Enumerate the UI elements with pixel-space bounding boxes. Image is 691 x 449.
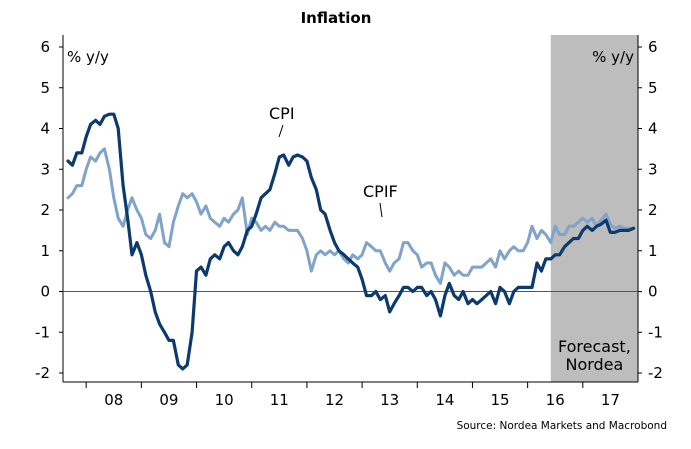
x-tick-label: 15 — [490, 391, 509, 409]
y-tick-label-right: 4 — [648, 120, 658, 138]
annotation-cpif: CPIF — [363, 182, 398, 201]
x-tick-label: 10 — [215, 391, 234, 409]
y-tick-label-left: 0 — [40, 283, 50, 301]
y-tick-label-left: -1 — [35, 323, 50, 341]
forecast-label-line: Nordea — [565, 355, 623, 374]
annotation-cpi: CPI — [269, 104, 295, 123]
y-tick-label-left: 3 — [40, 160, 50, 178]
chart-title: Inflation — [301, 9, 372, 27]
y-axis-label-right: % y/y — [592, 48, 634, 66]
source-note: Source: Nordea Markets and Macrobond — [457, 420, 667, 432]
x-tick-label: 16 — [546, 391, 565, 409]
y-tick-label-right: 5 — [648, 79, 658, 97]
y-tick-label-right: 2 — [648, 201, 658, 219]
x-tick-label: 17 — [601, 391, 620, 409]
forecast-label-line: Forecast, — [558, 337, 631, 356]
annotation-cpif-leader — [379, 202, 383, 218]
y-axis-label-left: % y/y — [67, 48, 109, 66]
forecast-shade — [550, 35, 638, 382]
x-tick-label: 11 — [270, 391, 289, 409]
y-tick-label-left: 2 — [40, 201, 50, 219]
y-tick-label-right: -1 — [648, 323, 663, 341]
y-tick-label-right: 1 — [648, 242, 658, 260]
y-tick-label-right: 6 — [648, 38, 658, 56]
x-tick-label: 14 — [435, 391, 454, 409]
y-tick-label-left: 6 — [40, 38, 50, 56]
annotation-cpi-leader — [278, 124, 284, 138]
series-line-cpi — [66, 112, 636, 371]
y-tick-label-right: -2 — [648, 364, 663, 382]
x-tick-label: 13 — [380, 391, 399, 409]
x-tick-label: 09 — [159, 391, 178, 409]
x-tick-label: 08 — [104, 391, 123, 409]
y-tick-label-left: 4 — [40, 120, 50, 138]
y-tick-label-left: -2 — [35, 364, 50, 382]
x-tick-label: 12 — [325, 391, 344, 409]
y-tick-label-left: 1 — [40, 242, 50, 260]
y-tick-label-left: 5 — [40, 79, 50, 97]
y-tick-label-right: 3 — [648, 160, 658, 178]
y-tick-label-right: 0 — [648, 283, 658, 301]
